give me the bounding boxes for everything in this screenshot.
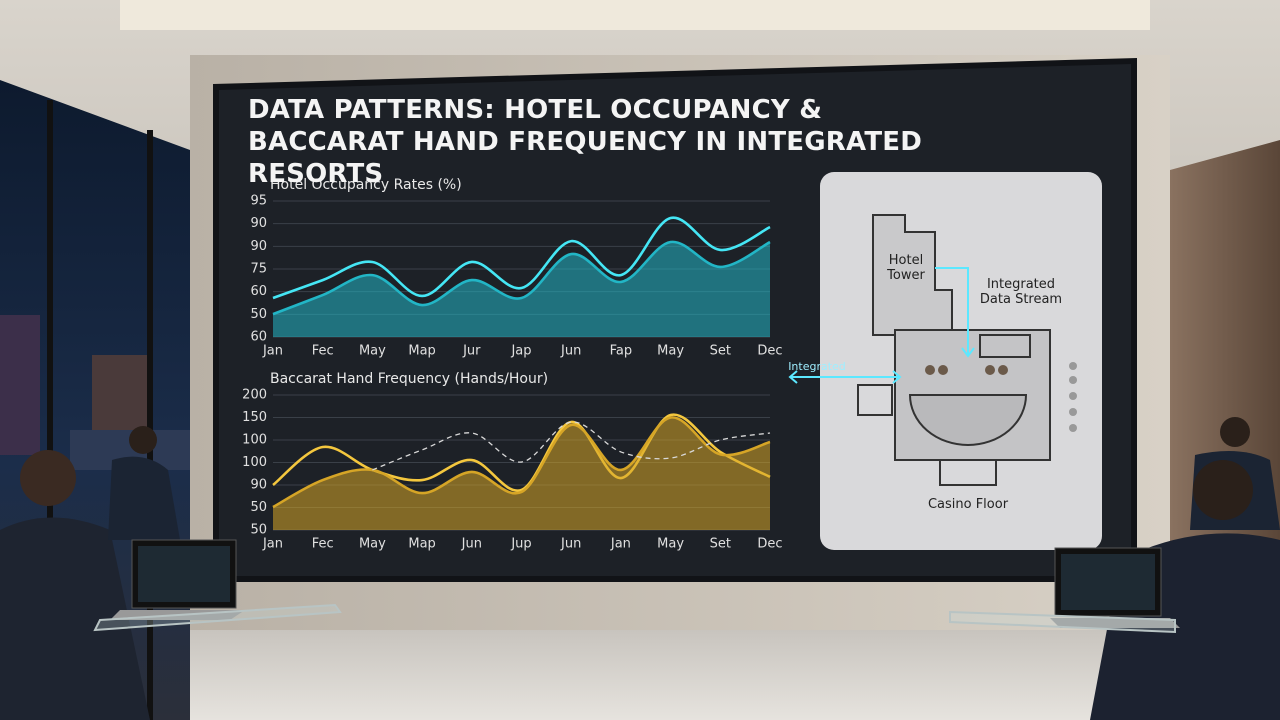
tower-label: Hotel Tower [887,253,925,283]
y-tick-label: 150 [242,410,267,425]
line [272,240,771,316]
chart-title: Baccarat Hand Frequency (Hands/Hour) [270,371,548,387]
area [273,241,770,337]
x-tick-label: May [657,537,684,552]
x-tick-label: Jan [262,537,283,552]
data-stream-arrow [788,267,975,384]
y-tick-label: 50 [250,307,267,322]
floor-plan [857,214,1051,486]
x-tick-label: Map [408,537,435,552]
x-tick-label: Dec [757,344,782,359]
x-tick-label: Jup [510,537,531,552]
glass-table [93,603,1176,634]
light-cove [120,0,1150,30]
y-tick-label: 100 [242,455,267,470]
wall-markers [1069,362,1077,432]
x-tick-label: Fap [610,344,633,359]
line [372,421,771,471]
x-tick-label: Jan [610,537,631,552]
x-tick-label: Jun [560,344,581,359]
y-tick-label: 100 [242,433,267,448]
x-tick-label: Fec [312,344,334,359]
casino-label: Casino Floor [927,497,1009,512]
link-label: Integrated [788,360,846,373]
gaming-tables [925,365,1008,375]
y-tick-label: 90 [250,478,267,493]
chart-title: Hotel Occupancy Rates (%) [270,177,462,193]
y-tick-label: 50 [250,523,267,538]
y-tick-label: 90 [250,216,267,231]
y-tick-label: 90 [250,239,267,254]
x-tick-label: Dec [757,537,782,552]
line [272,416,771,509]
x-tick-label: Jur [462,344,481,359]
line [272,216,771,300]
screen-title: DATA PATTERNS: HOTEL OCCUPANCY & BACCARA… [248,95,923,189]
y-tick-label: 200 [242,388,267,403]
x-tick-label: May [359,537,386,552]
x-tick-label: Jun [461,537,482,552]
y-tick-label: 60 [250,330,267,345]
x-tick-label: Map [408,344,435,359]
x-tick-label: Jap [510,344,531,359]
y-tick-label: 60 [250,284,267,299]
floor [190,630,1190,720]
x-tick-label: May [359,344,386,359]
y-tick-label: 75 [250,262,267,277]
y-tick-label: 95 [250,194,267,209]
x-tick-label: Jun [560,537,581,552]
x-tick-label: Jan [262,344,283,359]
x-tick-label: May [657,344,684,359]
x-tick-label: Set [710,344,731,359]
x-tick-label: Set [710,537,731,552]
stream-label: Integrated Data Stream [979,277,1063,307]
building [0,315,40,455]
x-tick-label: Fec [312,537,334,552]
y-tick-label: 50 [250,500,267,515]
